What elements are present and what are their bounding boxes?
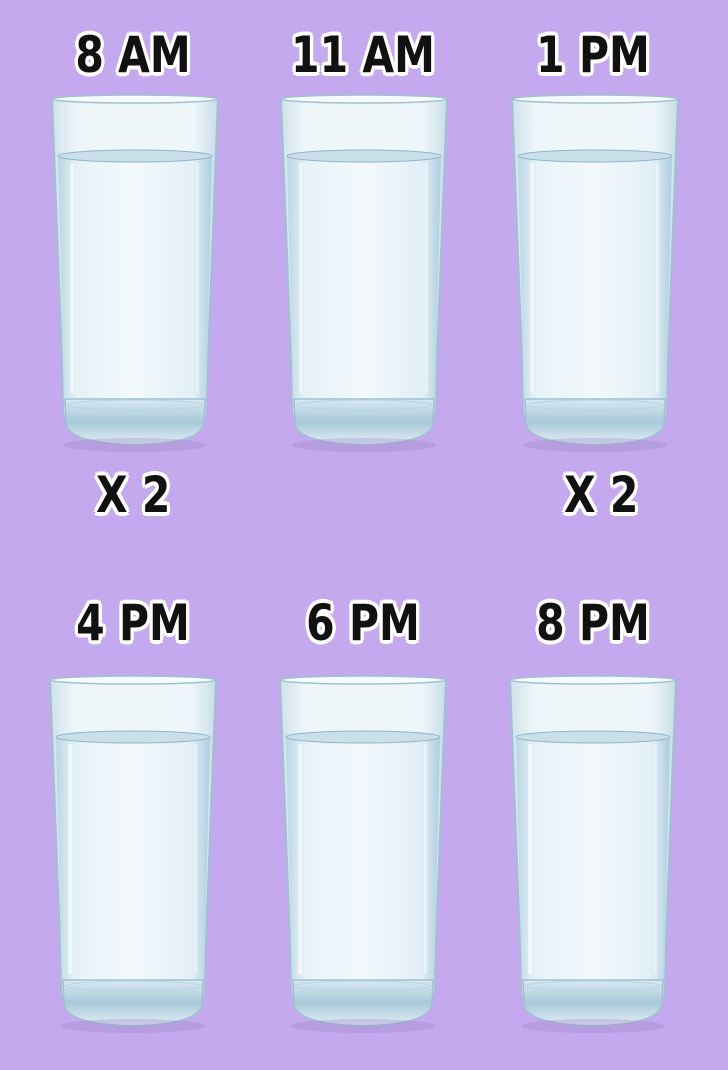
time-label: 8 AM [75,26,191,84]
time-label: 6 PM [306,594,420,652]
water-glass-icon [51,94,219,453]
multiplier-label: X 2 [564,466,639,524]
time-label: 11 AM [291,26,436,84]
time-label: 8 PM [536,594,650,652]
glass-card-1pm: 1 PM X 2 [478,0,708,540]
glass-card-11am: 11 AM [248,0,478,540]
water-glass-icon [49,675,217,1034]
glass-card-8am: 8 AM X 2 [18,0,248,540]
water-glass-icon [279,675,447,1034]
water-glass-icon [509,675,677,1034]
time-label: 1 PM [536,26,650,84]
glass-card-8pm: 8 PM [478,560,708,1060]
glass-card-4pm: 4 PM [18,560,248,1060]
glass-card-6pm: 6 PM [248,560,478,1060]
water-glass-icon [511,94,679,453]
time-label: 4 PM [76,594,190,652]
water-glass-icon [280,94,448,453]
multiplier-label: X 2 [96,466,171,524]
